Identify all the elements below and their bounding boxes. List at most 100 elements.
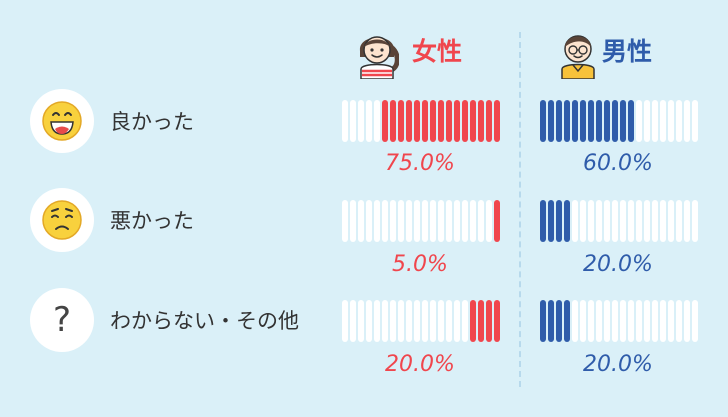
bar-segment-empty <box>430 300 436 342</box>
bar-segment-filled <box>548 100 554 142</box>
bar-segment-empty <box>620 300 626 342</box>
bar-segment-empty <box>668 300 674 342</box>
bar-segment-empty <box>358 100 364 142</box>
bar-segment-empty <box>596 200 602 242</box>
bar-segment-filled <box>620 100 626 142</box>
bar-segment-empty <box>486 200 492 242</box>
bar-segment-filled <box>540 100 546 142</box>
bar-segment-filled <box>422 100 428 142</box>
bar-segment-empty <box>644 300 650 342</box>
question-mark-icon: ? <box>52 300 72 340</box>
bar-segment-filled <box>406 100 412 142</box>
bar-segment-empty <box>644 100 650 142</box>
bar-segment-empty <box>636 300 642 342</box>
bar-segment-empty <box>580 200 586 242</box>
bar-segment-filled <box>564 300 570 342</box>
bar-segment-empty <box>676 300 682 342</box>
bar-segment-empty <box>572 200 578 242</box>
bar-segment-empty <box>668 100 674 142</box>
bar-segment-filled <box>398 100 404 142</box>
bar-segment-filled <box>494 200 500 242</box>
row-icon-circle <box>30 89 94 153</box>
bar-segment-empty <box>398 200 404 242</box>
bar-segment-empty <box>676 100 682 142</box>
row-label-good: 良かった <box>110 110 194 134</box>
bar-segment-empty <box>684 300 690 342</box>
bar-segment-empty <box>628 300 634 342</box>
bar-segment-filled <box>572 100 578 142</box>
bar-segment-empty <box>628 200 634 242</box>
bar-segment-filled <box>604 100 610 142</box>
bar-segment-empty <box>350 100 356 142</box>
pct-female-good: 75.0% <box>385 151 455 176</box>
bar-segment-empty <box>652 300 658 342</box>
row-icon-circle <box>30 188 94 252</box>
girl-icon <box>359 36 399 79</box>
pct-female-bad: 5.0% <box>392 252 448 277</box>
bar-segment-filled <box>486 100 492 142</box>
column-divider <box>519 32 521 387</box>
bar-segment-empty <box>596 300 602 342</box>
bar-segment-empty <box>604 200 610 242</box>
bar-segment-empty <box>660 200 666 242</box>
row-label-bad: 悪かった <box>110 209 194 233</box>
bar-segment-empty <box>462 200 468 242</box>
bar-segment-filled <box>596 100 602 142</box>
bar-segment-filled <box>556 200 562 242</box>
bar-female-other <box>342 300 502 342</box>
boy-icon <box>561 35 595 79</box>
bar-segment-filled <box>470 300 476 342</box>
bar-segment-empty <box>390 300 396 342</box>
bar-segment-filled <box>564 200 570 242</box>
bar-male-other <box>540 300 700 342</box>
bar-segment-filled <box>588 100 594 142</box>
grinning-face-icon <box>42 101 82 141</box>
bar-segment-empty <box>462 300 468 342</box>
male-header-label: 男性 <box>602 37 653 66</box>
bar-segment-filled <box>564 100 570 142</box>
bar-male-bad <box>540 200 700 242</box>
bar-segment-filled <box>414 100 420 142</box>
bar-segment-empty <box>612 200 618 242</box>
bar-segment-empty <box>692 200 698 242</box>
bar-segment-empty <box>588 300 594 342</box>
bar-segment-empty <box>660 100 666 142</box>
bar-segment-filled <box>438 100 444 142</box>
bar-segment-filled <box>446 100 452 142</box>
bar-segment-empty <box>358 200 364 242</box>
bar-segment-empty <box>572 300 578 342</box>
bar-segment-empty <box>676 200 682 242</box>
bar-segment-empty <box>660 300 666 342</box>
bar-segment-empty <box>350 300 356 342</box>
bar-segment-empty <box>374 300 380 342</box>
bar-segment-empty <box>342 300 348 342</box>
bar-segment-empty <box>612 300 618 342</box>
pct-female-other: 20.0% <box>385 352 455 377</box>
bar-segment-empty <box>692 100 698 142</box>
bar-segment-filled <box>556 100 562 142</box>
bar-segment-empty <box>636 100 642 142</box>
bar-segment-empty <box>390 200 396 242</box>
bar-segment-empty <box>350 200 356 242</box>
bar-segment-empty <box>454 300 460 342</box>
bar-segment-filled <box>462 100 468 142</box>
row-icon-circle: ? <box>30 288 94 352</box>
bar-segment-empty <box>366 100 372 142</box>
bar-segment-filled <box>382 100 388 142</box>
worried-face-icon <box>42 200 82 240</box>
bar-segment-empty <box>604 300 610 342</box>
bar-segment-empty <box>588 200 594 242</box>
pct-male-other: 20.0% <box>583 352 653 377</box>
bar-segment-empty <box>366 200 372 242</box>
bar-segment-empty <box>446 300 452 342</box>
bar-segment-filled <box>470 100 476 142</box>
bar-segment-empty <box>366 300 372 342</box>
bar-segment-empty <box>470 200 476 242</box>
bar-segment-empty <box>620 200 626 242</box>
bar-segment-filled <box>430 100 436 142</box>
bar-segment-filled <box>486 300 492 342</box>
bar-female-bad <box>342 200 502 242</box>
bar-male-good <box>540 100 700 142</box>
bar-segment-filled <box>478 100 484 142</box>
